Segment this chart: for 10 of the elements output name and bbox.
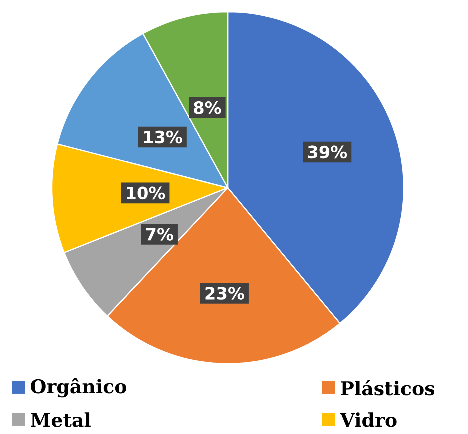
- data-label: 13%: [144, 130, 182, 144]
- legend-label: Metal: [31, 412, 91, 428]
- legend-label: Vidro: [340, 412, 397, 428]
- data-label: 8%: [194, 101, 222, 114]
- data-label: 39%: [308, 146, 348, 159]
- legend-label: Orgânico: [31, 378, 127, 398]
- data-label: 23%: [206, 287, 244, 300]
- legend-label: Plásticos: [341, 380, 435, 396]
- data-label: 7%: [146, 228, 174, 241]
- data-label: 10%: [127, 186, 166, 200]
